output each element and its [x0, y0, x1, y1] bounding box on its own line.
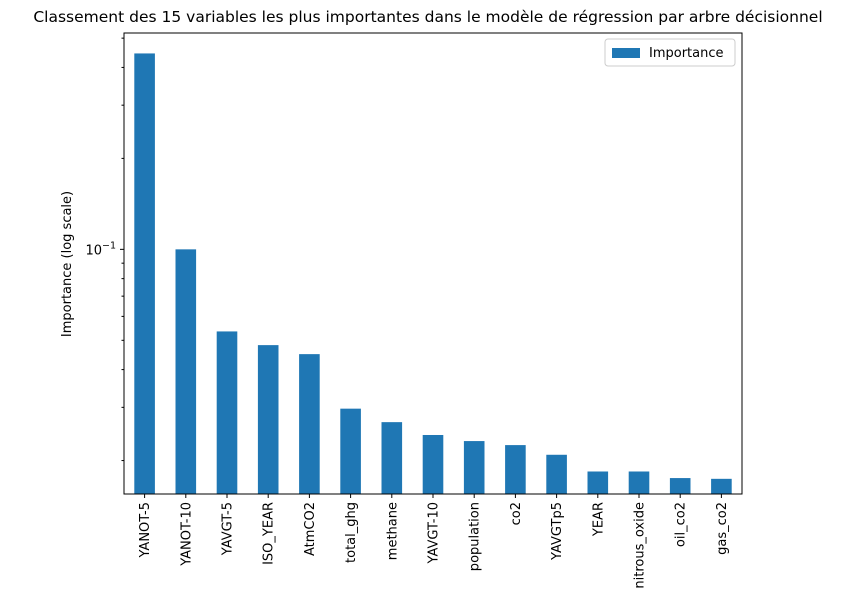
bar-iso-year	[257, 345, 279, 494]
x-tick-label: YEAR	[591, 502, 606, 537]
legend-box	[604, 38, 736, 67]
bar-yavgtp5	[546, 454, 567, 494]
legend-swatch	[612, 48, 640, 58]
bar-gas-co2	[711, 478, 732, 494]
bar-yavgt-5	[216, 331, 238, 494]
bar-oil-co2	[669, 478, 691, 494]
bar-atmco2	[299, 354, 320, 494]
bar-yanot-5	[134, 53, 155, 495]
bar-year	[587, 471, 609, 494]
bars-group	[134, 53, 732, 495]
legend: Importance	[604, 38, 736, 67]
x-tick-label: YANOT-5	[138, 502, 153, 559]
bar-co2	[505, 445, 526, 494]
y-ticks-group: 10−1	[85, 37, 124, 462]
x-tick-label: YAVGT-10	[427, 502, 442, 564]
x-tick-label: co2	[509, 502, 524, 525]
x-tick-label: population	[468, 502, 483, 571]
x-tick-label: AtmCO2	[303, 502, 318, 556]
bar-population	[463, 441, 485, 494]
bar-yanot-10	[175, 249, 197, 494]
bar-methane	[381, 422, 403, 494]
x-tick-label: total_ghg	[344, 502, 359, 563]
y-tick-label-exponent: −1	[102, 240, 116, 251]
legend-label: Importance	[649, 46, 724, 61]
chart-title: Classement des 15 variables les plus imp…	[33, 8, 822, 26]
x-tick-label: YAVGTp5	[550, 502, 565, 561]
y-axis-label: Importance (log scale)	[60, 191, 75, 337]
plot-frame	[123, 32, 743, 495]
x-ticks-group: YANOT-5 YANOT-10 YAVGT-5 ISO_YEAR AtmCO2 tota…	[138, 494, 730, 589]
bar-yavgt-10	[422, 434, 444, 494]
x-tick-label: gas_co2	[715, 502, 730, 555]
x-tick-label: YANOT-10	[179, 502, 194, 567]
bar-total-ghg	[340, 408, 361, 494]
x-tick-label: oil_co2	[674, 502, 689, 547]
x-tick-label: YAVGT-5	[221, 502, 236, 556]
y-tick-label: 10−1	[85, 240, 116, 258]
x-tick-label: ISO_YEAR	[262, 502, 277, 565]
bar-nitrous-oxide	[628, 471, 650, 494]
x-tick-label: methane	[385, 502, 400, 560]
y-tick-label-base: 10	[85, 243, 102, 258]
x-tick-label: nitrous_oxide	[633, 502, 648, 589]
